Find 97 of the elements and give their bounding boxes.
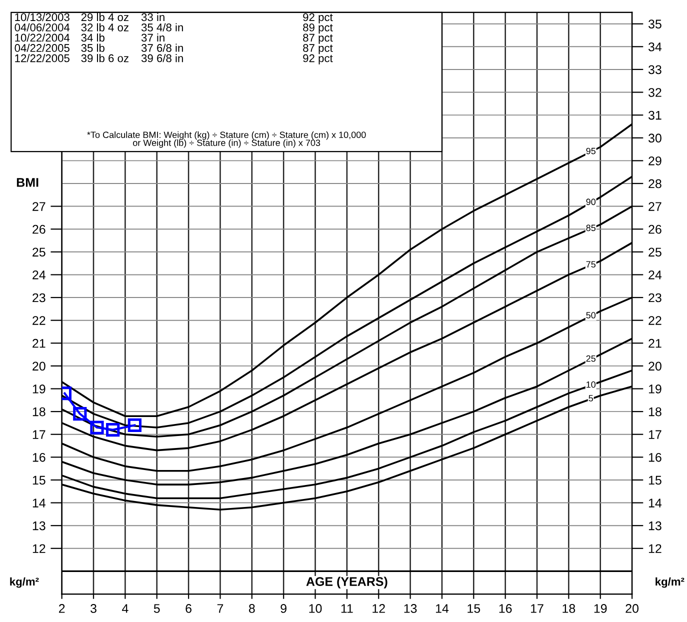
series-label: 50 xyxy=(586,312,596,318)
y2-tick-label: 18 xyxy=(648,407,662,416)
annotation: 35 lb xyxy=(81,44,104,52)
x-tick-label: 13 xyxy=(404,604,417,613)
series-label: 95 xyxy=(586,148,596,154)
x-tick-label: 16 xyxy=(499,604,512,613)
series-label: 10 xyxy=(586,381,596,388)
y-tick-label: 25 xyxy=(32,248,46,257)
x-tick-label: 6 xyxy=(186,604,192,613)
x-tick-label: 8 xyxy=(248,604,255,613)
annotation: 32 lb 4 oz xyxy=(81,23,128,32)
annotation: 29 lb 4 oz xyxy=(81,12,128,22)
x-tick-label: 14 xyxy=(436,604,449,613)
y-tick-label: 16 xyxy=(32,452,46,462)
annotation: 39 6/8 in xyxy=(141,54,183,62)
y2-tick-label: 29 xyxy=(648,156,662,166)
series-label: 75 xyxy=(586,261,596,268)
y2-tick-label: 16 xyxy=(648,452,662,462)
y-axis-title: BMI xyxy=(16,178,38,187)
x-tick-label: 3 xyxy=(90,604,96,613)
point xyxy=(73,407,87,421)
x-tick-label: 18 xyxy=(562,604,576,613)
x-tick-label: 9 xyxy=(280,604,286,613)
y2-tick-label: 35 xyxy=(648,20,662,28)
x-tick-label: 11 xyxy=(341,604,353,613)
y2-tick-label: 22 xyxy=(648,316,662,325)
y2-tick-label: 12 xyxy=(648,544,662,553)
y2-tick-label: 15 xyxy=(648,476,662,485)
annotation: 37 in xyxy=(141,33,164,42)
y2-tick-label: 17 xyxy=(648,430,662,439)
x-tick-label: 7 xyxy=(217,604,224,613)
y2-tick-label: 26 xyxy=(648,224,662,234)
y-tick-label: 14 xyxy=(32,498,46,508)
annotation: 10/13/2003 xyxy=(15,12,70,22)
x-tick-label: 4 xyxy=(122,604,128,613)
series-label: 90 xyxy=(586,198,596,206)
x-tick-label: 17 xyxy=(531,604,544,613)
annotation: 12/22/2005 xyxy=(15,54,70,62)
series-label: 25 xyxy=(586,355,596,362)
y2-tick-label: 20 xyxy=(648,362,662,371)
x-tick-label: 15 xyxy=(468,604,480,613)
x-tick-label: 2 xyxy=(58,604,65,613)
annotation: 35 4/8 in xyxy=(141,23,183,32)
y-tick-label: 12 xyxy=(32,544,46,553)
series-label: 5 xyxy=(588,395,593,402)
y-tick-label: 26 xyxy=(32,224,46,234)
y2-tick-label: 14 xyxy=(648,498,662,508)
y-tick-label: 13 xyxy=(32,521,46,530)
y2-tick-label: 23 xyxy=(648,293,662,302)
annotation: 37 6/8 in xyxy=(141,44,183,52)
point xyxy=(106,422,120,437)
annotation: 89 pct xyxy=(303,24,333,34)
annotation: 33 in xyxy=(141,12,164,22)
series-label: 85 xyxy=(586,224,596,232)
x-tick-label: 20 xyxy=(626,604,639,613)
y2-tick-label: 21 xyxy=(648,338,662,348)
x-tick-label: 19 xyxy=(594,604,607,613)
annotation: 87 pct xyxy=(303,34,333,44)
y2-tick-label: 24 xyxy=(648,270,662,280)
point xyxy=(90,420,104,434)
y-tick-label: 18 xyxy=(32,407,46,416)
y2-tick-label: 31 xyxy=(648,110,662,120)
y2-tick-label: 33 xyxy=(648,65,662,74)
y-tick-label: 27 xyxy=(32,202,46,211)
y-tick-label: 20 xyxy=(32,362,46,371)
y-tick-label: 24 xyxy=(32,270,46,280)
annotation: 04/06/2004 xyxy=(14,23,70,32)
y-tick-label: 17 xyxy=(32,430,46,439)
x-tick-label: 10 xyxy=(309,604,322,613)
point xyxy=(128,418,142,432)
y-tick-label: 19 xyxy=(32,384,46,394)
annotation: 87 pct xyxy=(303,44,333,54)
y2-tick-label: 27 xyxy=(648,202,662,211)
annotation: 92 pct xyxy=(303,54,333,64)
y-tick-label: 15 xyxy=(32,476,46,485)
annotation: 04/22/2005 xyxy=(14,44,70,52)
y-tick-label: 23 xyxy=(32,293,46,302)
y2-tick-label: 13 xyxy=(648,521,662,530)
text: kg/m² xyxy=(10,577,39,588)
x-tick-label: 5 xyxy=(154,604,160,613)
y-tick-label: 21 xyxy=(32,338,46,348)
x-tick-label: 12 xyxy=(372,604,385,613)
annotation: 92 pct xyxy=(303,13,333,24)
y-tick-label: 22 xyxy=(32,316,46,325)
y2-tick-label: 25 xyxy=(648,248,662,257)
y2-tick-label: 34 xyxy=(648,42,662,52)
x-axis-title: AGE (YEARS) xyxy=(306,576,388,588)
annotation: 39 lb 6 oz xyxy=(81,54,128,62)
text: kg/m² xyxy=(656,577,684,588)
y2-tick-label: 30 xyxy=(648,134,662,143)
y2-tick-label: 32 xyxy=(648,88,662,97)
y2-tick-label: 19 xyxy=(648,384,662,394)
annotation: or Weight (lb) ÷ Stature (in) ÷ Stature (in) x 703 xyxy=(133,139,320,148)
annotation: *To Calculate BMI: Weight (kg) ÷ Stature (cm) ÷ Stature (cm) x 10,000 xyxy=(87,131,366,140)
y2-tick-label: 28 xyxy=(648,179,662,188)
annotation: 34 lb xyxy=(81,33,104,42)
annotation: 10/22/2004 xyxy=(15,33,70,42)
